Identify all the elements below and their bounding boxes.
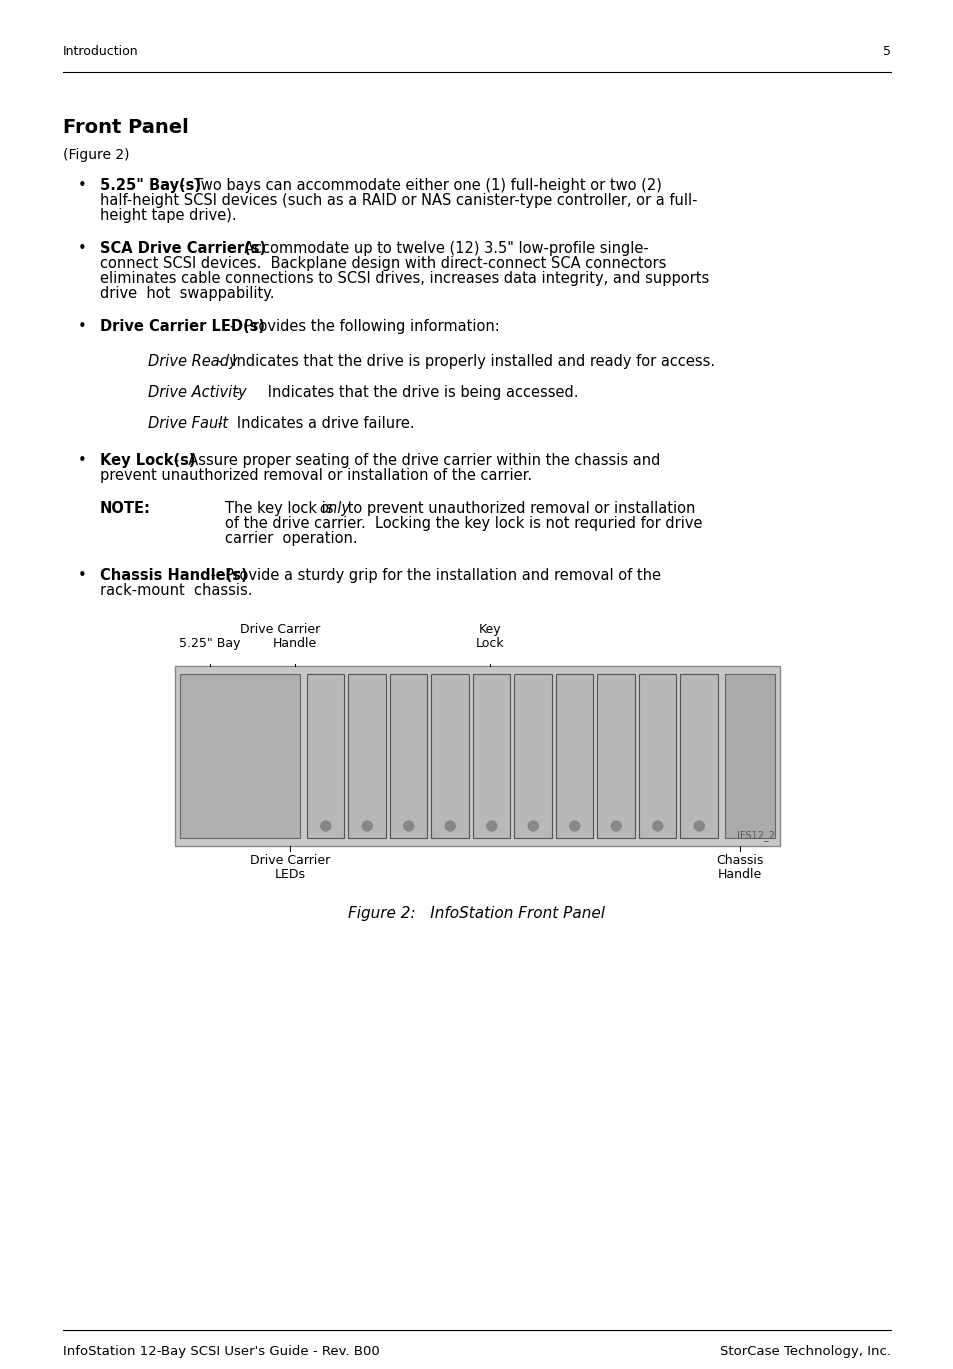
FancyBboxPatch shape — [597, 674, 635, 838]
Text: Key Lock(s): Key Lock(s) — [100, 453, 195, 468]
Circle shape — [403, 821, 414, 831]
Text: 5.25" Bay: 5.25" Bay — [179, 637, 240, 650]
Text: to prevent unauthorized removal or installation: to prevent unauthorized removal or insta… — [342, 501, 694, 516]
Text: rack-mount  chassis.: rack-mount chassis. — [100, 583, 253, 598]
Text: connect SCSI devices.  Backplane design with direct-connect SCA connectors: connect SCSI devices. Backplane design w… — [100, 256, 666, 271]
Text: Lock: Lock — [476, 637, 504, 650]
Text: -  Accommodate up to twelve (12) 3.5" low-profile single-: - Accommodate up to twelve (12) 3.5" low… — [225, 241, 648, 256]
Text: Front Panel: Front Panel — [63, 118, 189, 137]
Text: •: • — [78, 319, 87, 334]
FancyBboxPatch shape — [174, 665, 780, 846]
Text: NOTE:: NOTE: — [100, 501, 151, 516]
Text: only: only — [318, 501, 350, 516]
Text: •: • — [78, 568, 87, 583]
Text: Drive Fault: Drive Fault — [148, 416, 228, 431]
Text: -      Indicates that the drive is being accessed.: - Indicates that the drive is being acce… — [230, 385, 578, 400]
Circle shape — [528, 821, 537, 831]
FancyBboxPatch shape — [307, 674, 344, 838]
Text: 5: 5 — [882, 45, 890, 57]
FancyBboxPatch shape — [639, 674, 676, 838]
Text: Introduction: Introduction — [63, 45, 138, 57]
Circle shape — [445, 821, 455, 831]
Text: carrier  operation.: carrier operation. — [225, 531, 357, 546]
FancyBboxPatch shape — [431, 674, 469, 838]
Text: -  Two bays can accommodate either one (1) full-height or two (2): - Two bays can accommodate either one (1… — [174, 178, 661, 193]
Text: Drive Ready: Drive Ready — [148, 355, 237, 370]
Text: -  Assure proper seating of the drive carrier within the chassis and: - Assure proper seating of the drive car… — [169, 453, 659, 468]
Text: Drive Carrier: Drive Carrier — [239, 623, 320, 637]
Text: Drive Carrier: Drive Carrier — [250, 854, 330, 867]
Text: Chassis Handle(s): Chassis Handle(s) — [100, 568, 248, 583]
Text: Handle: Handle — [717, 868, 761, 882]
Text: LEDs: LEDs — [274, 868, 305, 882]
Circle shape — [611, 821, 620, 831]
Text: Chassis: Chassis — [716, 854, 763, 867]
Text: InfoStation 12-Bay SCSI User's Guide - Rev. B00: InfoStation 12-Bay SCSI User's Guide - R… — [63, 1344, 379, 1358]
FancyBboxPatch shape — [514, 674, 552, 838]
Text: Figure 2:   InfoStation Front Panel: Figure 2: InfoStation Front Panel — [348, 906, 605, 921]
Text: •: • — [78, 453, 87, 468]
Circle shape — [320, 821, 331, 831]
Text: StorCase Technology, Inc.: StorCase Technology, Inc. — [720, 1344, 890, 1358]
Circle shape — [652, 821, 662, 831]
Text: -   Indicates a drive failure.: - Indicates a drive failure. — [213, 416, 414, 431]
Circle shape — [486, 821, 497, 831]
Circle shape — [362, 821, 372, 831]
FancyBboxPatch shape — [724, 674, 774, 838]
Text: Key: Key — [478, 623, 500, 637]
Text: -  Indicates that the drive is properly installed and ready for access.: - Indicates that the drive is properly i… — [213, 355, 714, 370]
FancyBboxPatch shape — [556, 674, 593, 838]
Text: Drive Activity: Drive Activity — [148, 385, 247, 400]
Text: prevent unauthorized removal or installation of the carrier.: prevent unauthorized removal or installa… — [100, 468, 532, 483]
FancyBboxPatch shape — [473, 674, 510, 838]
Circle shape — [694, 821, 703, 831]
Text: SCA Drive Carrier(s): SCA Drive Carrier(s) — [100, 241, 266, 256]
FancyBboxPatch shape — [348, 674, 386, 838]
FancyBboxPatch shape — [390, 674, 427, 838]
Text: half-height SCSI devices (such as a RAID or NAS canister-type controller, or a f: half-height SCSI devices (such as a RAID… — [100, 193, 697, 208]
Text: •: • — [78, 241, 87, 256]
Circle shape — [569, 821, 579, 831]
Text: -  Provide a sturdy grip for the installation and removal of the: - Provide a sturdy grip for the installa… — [206, 568, 660, 583]
Text: •: • — [78, 178, 87, 193]
FancyBboxPatch shape — [679, 674, 718, 838]
Text: IFS12_2: IFS12_2 — [737, 830, 774, 841]
FancyBboxPatch shape — [180, 674, 299, 838]
Text: drive  hot  swappability.: drive hot swappability. — [100, 286, 274, 301]
Text: -  Provides the following information:: - Provides the following information: — [225, 319, 499, 334]
Text: Handle: Handle — [273, 637, 316, 650]
Text: (Figure 2): (Figure 2) — [63, 148, 130, 162]
Text: eliminates cable connections to SCSI drives, increases data integrity, and suppo: eliminates cable connections to SCSI dri… — [100, 271, 708, 286]
Text: The key lock is: The key lock is — [225, 501, 337, 516]
Text: 5.25" Bay(s): 5.25" Bay(s) — [100, 178, 201, 193]
Text: of the drive carrier.  Locking the key lock is not requried for drive: of the drive carrier. Locking the key lo… — [225, 516, 701, 531]
Text: height tape drive).: height tape drive). — [100, 208, 236, 223]
Text: Drive Carrier LED(s): Drive Carrier LED(s) — [100, 319, 265, 334]
